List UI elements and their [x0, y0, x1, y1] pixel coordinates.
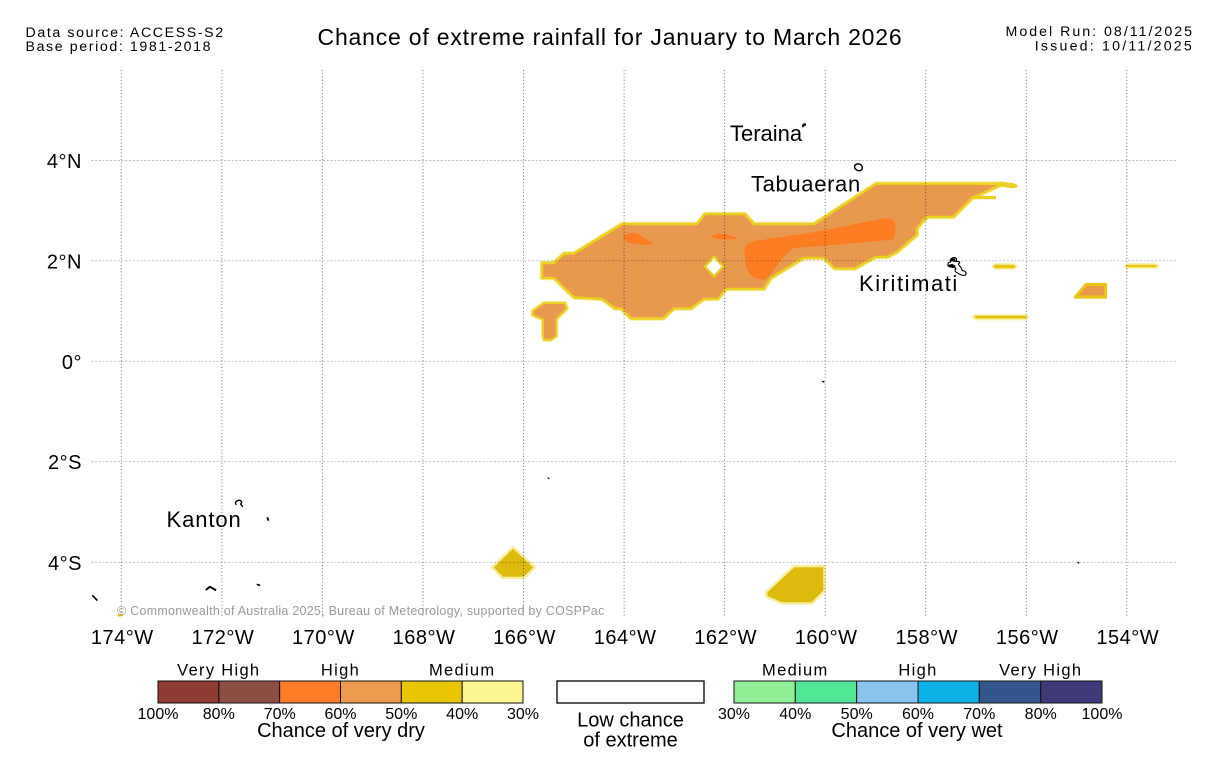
svg-text:Data source: ACCESS-S2: Data source: ACCESS-S2: [26, 25, 225, 41]
svg-text:50%: 50%: [385, 706, 417, 723]
svg-text:100%: 100%: [1082, 706, 1123, 723]
svg-text:60%: 60%: [324, 706, 356, 723]
svg-text:of extreme: of extreme: [583, 730, 677, 752]
svg-text:2°S: 2°S: [48, 452, 82, 474]
svg-text:Low chance: Low chance: [577, 710, 684, 732]
svg-text:174°W: 174°W: [91, 627, 154, 649]
svg-text:Very High: Very High: [999, 662, 1082, 680]
svg-text:Chance of extreme rainfall for: Chance of extreme rainfall for January t…: [318, 24, 903, 50]
svg-text:156°W: 156°W: [996, 627, 1059, 649]
svg-text:170°W: 170°W: [292, 627, 355, 649]
svg-text:Kanton: Kanton: [167, 507, 242, 532]
svg-text:60%: 60%: [902, 706, 934, 723]
svg-text:164°W: 164°W: [594, 627, 657, 649]
svg-text:70%: 70%: [963, 706, 995, 723]
svg-text:4°N: 4°N: [47, 151, 82, 173]
svg-text:50%: 50%: [841, 706, 873, 723]
svg-text:© Commonwealth of Australia 20: © Commonwealth of Australia 2025, Bureau…: [117, 604, 605, 618]
svg-text:168°W: 168°W: [393, 627, 456, 649]
svg-text:30%: 30%: [507, 706, 539, 723]
svg-text:70%: 70%: [264, 706, 296, 723]
svg-text:80%: 80%: [1025, 706, 1057, 723]
svg-text:Teraina: Teraina: [730, 121, 803, 146]
svg-text:Base period: 1981-2018: Base period: 1981-2018: [26, 39, 213, 55]
svg-text:Very High: Very High: [177, 662, 260, 680]
svg-text:40%: 40%: [446, 706, 478, 723]
svg-text:Chance of very dry: Chance of very dry: [257, 720, 425, 742]
svg-text:Chance of very wet: Chance of very wet: [831, 720, 1003, 742]
svg-text:166°W: 166°W: [493, 627, 556, 649]
svg-text:Kiritimati: Kiritimati: [859, 271, 959, 296]
svg-text:High: High: [898, 662, 937, 680]
svg-text:158°W: 158°W: [895, 627, 958, 649]
svg-text:80%: 80%: [203, 706, 235, 723]
svg-text:162°W: 162°W: [694, 627, 757, 649]
svg-text:0°: 0°: [62, 352, 82, 374]
svg-text:Tabuaeran: Tabuaeran: [751, 171, 861, 196]
svg-text:2°N: 2°N: [47, 251, 82, 273]
svg-text:160°W: 160°W: [795, 627, 858, 649]
svg-text:172°W: 172°W: [192, 627, 255, 649]
svg-text:100%: 100%: [138, 706, 179, 723]
svg-text:Model Run: 08/11/2025: Model Run: 08/11/2025: [1006, 24, 1194, 40]
svg-text:154°W: 154°W: [1096, 627, 1159, 649]
svg-text:Medium: Medium: [429, 662, 496, 680]
svg-text:30%: 30%: [718, 706, 750, 723]
svg-text:Issued: 10/11/2025: Issued: 10/11/2025: [1035, 39, 1194, 55]
svg-text:4°S: 4°S: [48, 553, 82, 575]
svg-text:40%: 40%: [779, 706, 811, 723]
svg-text:Medium: Medium: [762, 662, 829, 680]
svg-text:High: High: [321, 662, 360, 680]
